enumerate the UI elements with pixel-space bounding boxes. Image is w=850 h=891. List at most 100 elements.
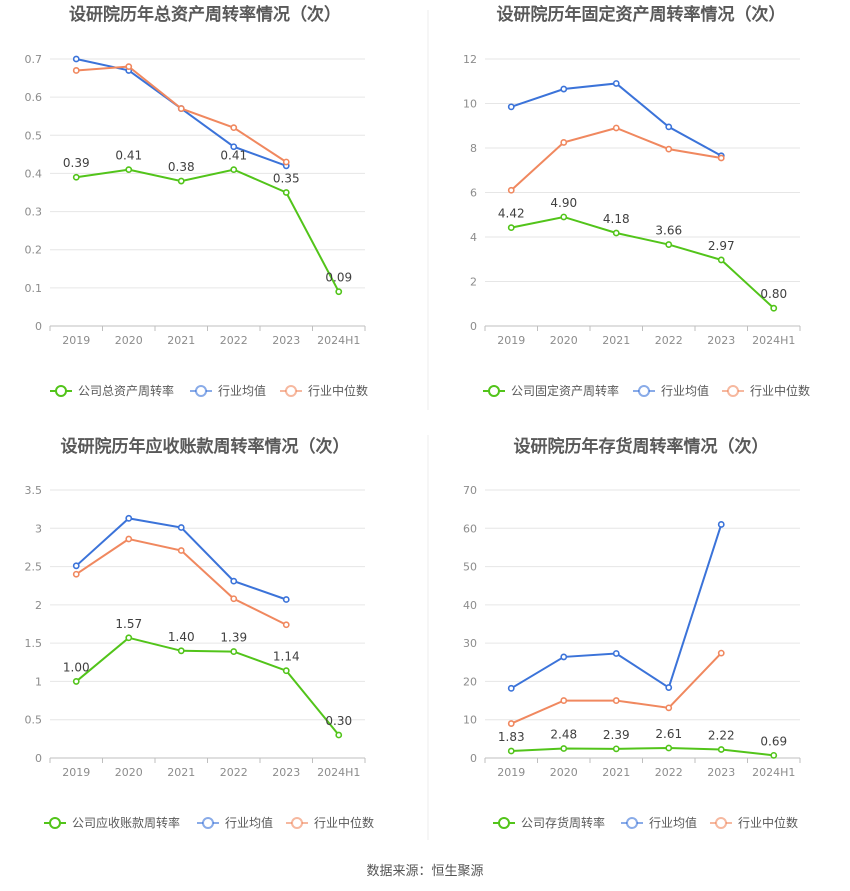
legend-label-company: 公司存货周转率 [521,815,605,830]
x-tick-label: 2021 [602,766,630,779]
legend-label-company: 公司总资产周转率 [78,383,174,398]
y-tick-label: 0.2 [25,244,43,257]
data-point-company [282,189,290,196]
chart-title: 设研院历年应收账款周转率情况（次） [61,436,350,457]
chart-panel-total-asset-turnover: 设研院历年总资产周转率情况（次） 0 0.1 0.2 0.3 0.4 0.5 0.6 0.7 20… [25,4,369,398]
legend-label-industry_median: 行业中位数 [738,815,798,830]
data-point-industry_median [230,124,238,132]
y-tick-label: 10 [463,714,477,727]
chart-title: 设研院历年总资产周转率情况（次） [69,4,341,25]
data-point-company [717,746,725,753]
data-label-company: 1.83 [498,730,525,744]
chart-title: 设研院历年固定资产周转率情况（次） [497,4,786,25]
data-point-company [282,667,290,675]
data-point-company [612,745,620,753]
y-tick-label: 6 [470,187,477,200]
x-tick-label: 2019 [62,334,90,347]
y-tick-label: 50 [463,561,477,574]
data-point-industry_median [177,547,185,554]
legend-marker-industry_median [727,385,739,397]
y-tick-label: 70 [463,484,477,497]
data-point-company [770,304,778,312]
chart-panel-receivables-turnover: 设研院历年应收账款周转率情况（次） 0 0.5 1 1.5 2 2.5 3 3.5 2019 202… [25,436,375,830]
data-label-company: 2.39 [603,728,630,742]
data-point-company [72,173,80,181]
legend-marker-industry_median [715,817,727,829]
data-point-industry_avg [665,123,673,131]
series-line-industry_median [510,652,722,725]
data-label-company: 1.40 [168,630,195,644]
data-label-company: 2.61 [655,727,682,741]
y-tick-label: 0 [470,752,477,765]
legend-marker-industry_avg [626,817,638,829]
legend-label-industry_avg: 行业均值 [661,383,709,398]
data-point-company [335,731,343,739]
x-tick-label: 2022 [655,334,683,347]
data-point-industry_avg [717,521,725,528]
data-point-company [335,288,343,296]
data-point-industry_median [72,67,80,74]
data-label-company: 0.41 [115,149,142,163]
legend-label-industry_avg: 行业均值 [218,383,266,398]
series-line-industry_avg [510,82,722,157]
data-point-industry_median [717,154,725,162]
y-tick-label: 3.5 [25,484,43,497]
data-point-industry_avg [560,653,568,661]
data-label-company: 4.90 [550,196,577,210]
data-label-company: 0.39 [63,156,90,170]
data-label-company: 0.09 [325,271,352,285]
y-tick-label: 20 [463,675,477,688]
y-tick-label: 2 [35,599,42,612]
y-tick-label: 30 [463,637,477,650]
legend-marker-company [55,385,67,397]
data-point-industry_median [717,649,725,657]
data-point-industry_avg [560,85,568,93]
x-tick-label: 2022 [220,766,248,779]
y-tick-label: 0.1 [25,282,43,295]
legend-label-industry_median: 行业中位数 [308,383,368,398]
data-point-company [230,166,238,174]
data-point-company [612,229,620,237]
data-point-company [717,256,725,264]
data-point-company [665,744,673,752]
data-label-company: 0.38 [168,160,195,174]
series-line-company [76,168,340,293]
data-point-industry_avg [507,684,515,692]
data-label-company: 0.30 [325,714,352,728]
legend-marker-industry_median [285,385,297,397]
legend-marker-industry_avg [638,385,650,397]
legend-label-industry_median: 行业中位数 [750,383,810,398]
y-tick-label: 1.5 [25,637,43,650]
data-point-company [230,648,238,655]
y-tick-label: 60 [463,522,477,535]
data-point-company [507,747,515,755]
data-label-company: 2.22 [708,729,735,743]
x-tick-label: 2024H1 [317,334,360,347]
data-label-company: 4.18 [603,212,630,226]
data-point-industry_avg [72,55,80,63]
legend-marker-industry_median [291,817,303,829]
data-point-industry_median [507,720,515,727]
legend-marker-company [49,817,61,829]
y-tick-label: 0.5 [25,714,43,727]
data-point-industry_median [282,158,290,166]
x-tick-label: 2024H1 [317,766,360,779]
data-point-industry_avg [507,103,515,111]
x-tick-label: 2023 [707,766,735,779]
x-tick-label: 2021 [602,334,630,347]
y-tick-label: 0.3 [25,206,43,219]
data-point-industry_median [612,124,620,132]
data-point-industry_avg [177,524,185,531]
data-point-company [665,241,673,248]
series-line-company [75,636,340,736]
y-tick-label: 40 [463,599,477,612]
chart-title: 设研院历年存货周转率情况（次） [514,436,769,457]
data-point-company [770,751,778,759]
data-point-company [560,213,568,221]
data-source-note: 数据来源：恒生聚源 [366,864,484,879]
x-tick-label: 2020 [115,766,143,779]
legend-label-industry_avg: 行业均值 [649,815,697,830]
data-point-industry_median [507,186,515,194]
data-point-company [177,647,185,655]
